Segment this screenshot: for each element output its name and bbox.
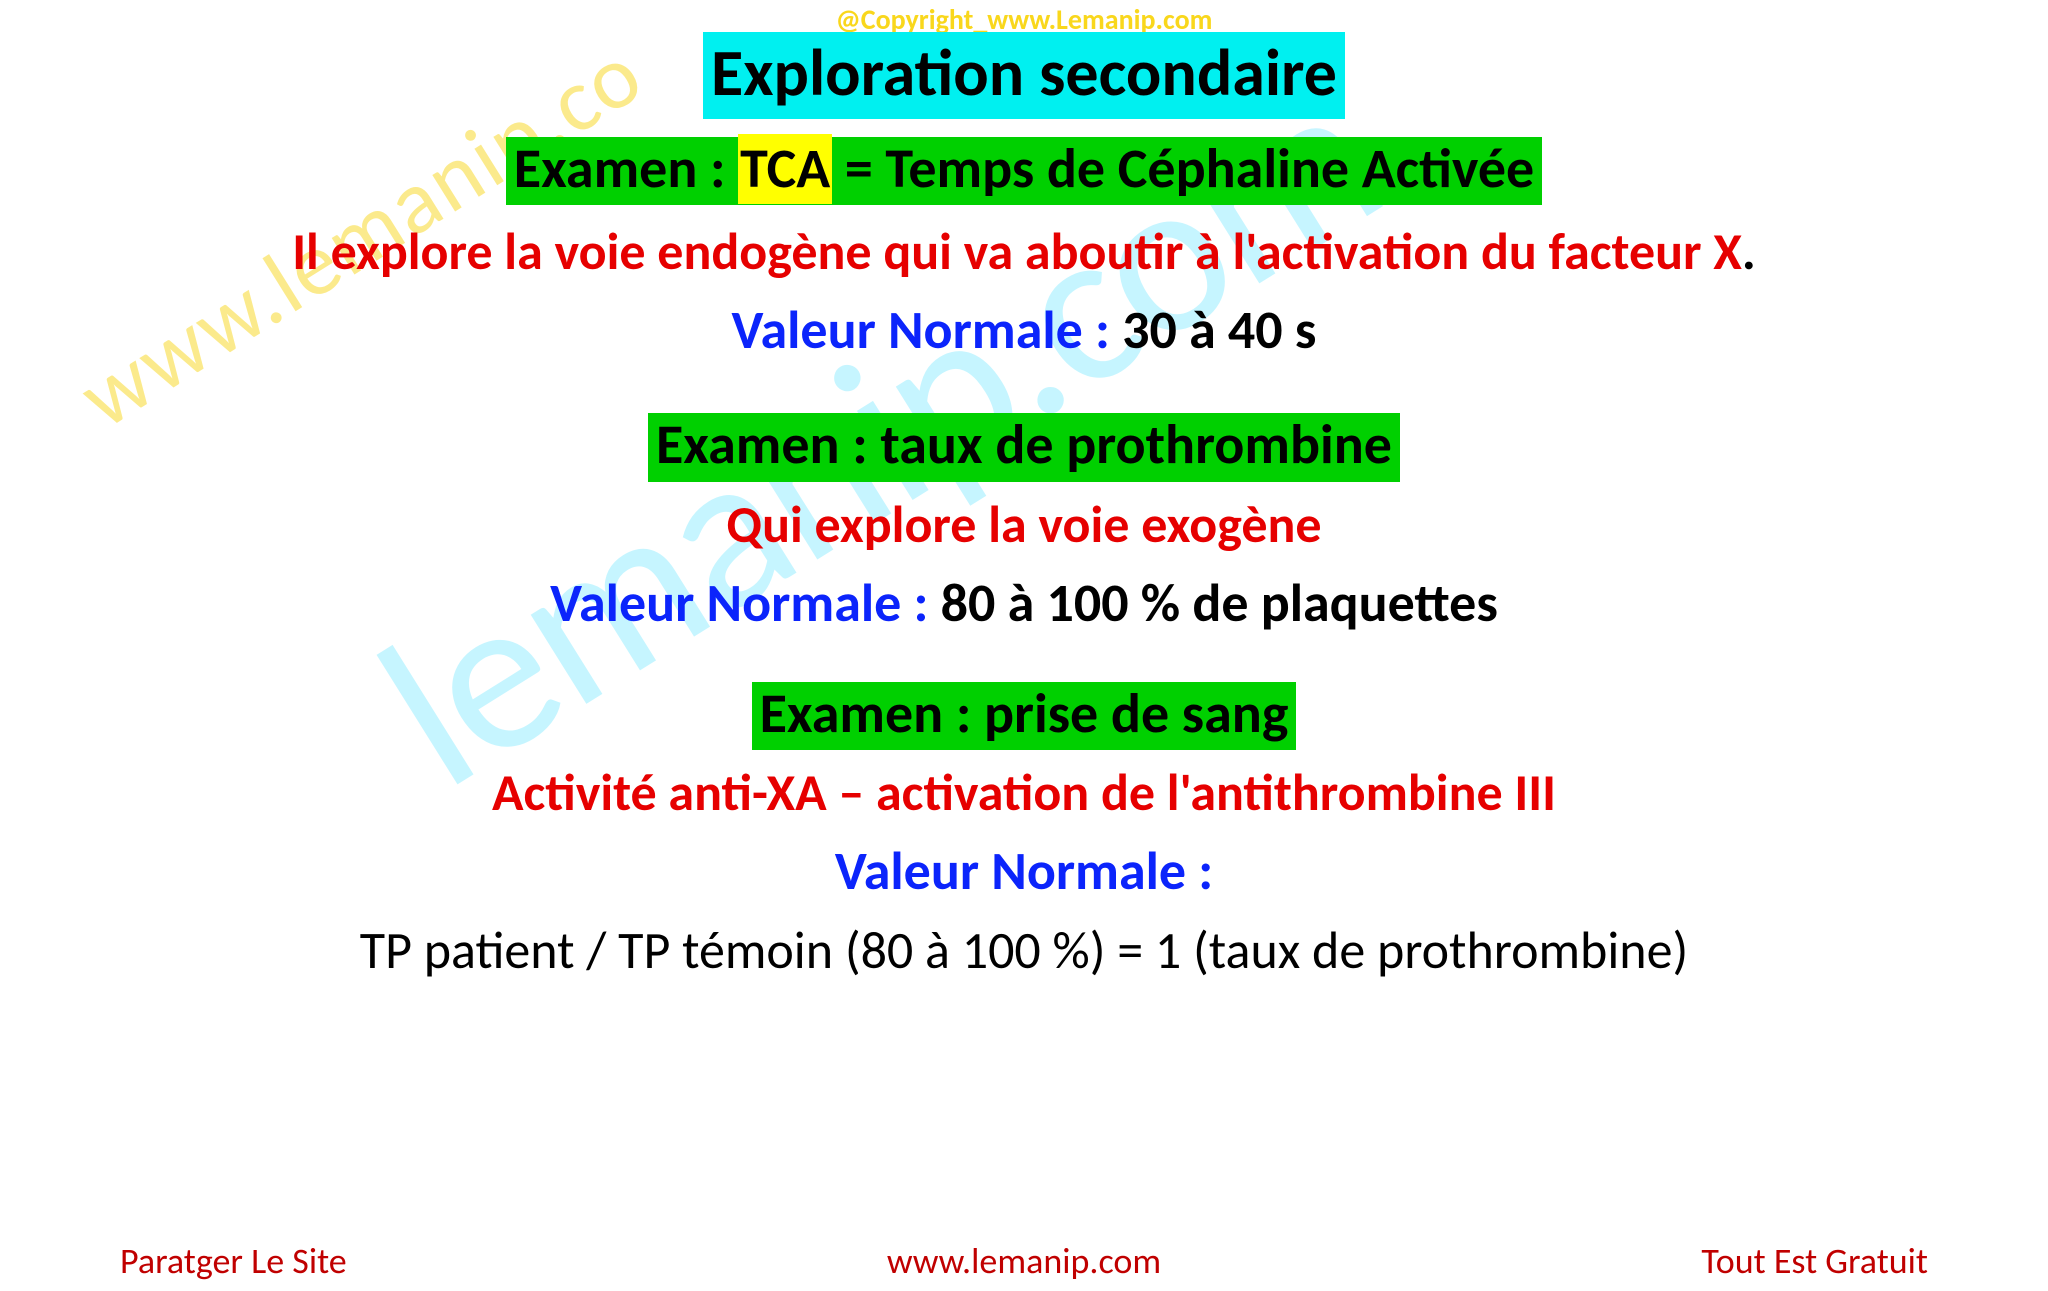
tp-ratio-line: TP patient / TP témoin (80 à 100 %) = 1 … xyxy=(0,918,2048,982)
slide-title: Exploration secondaire xyxy=(703,32,1345,119)
exam-3-heading: Examen : prise de sang xyxy=(752,682,1297,750)
exam-3-value-label: Valeur Normale : xyxy=(0,838,2048,904)
exam-2-value: Valeur Normale : 80 à 100 % de plaquette… xyxy=(0,570,2048,636)
exam-1-value: Valeur Normale : 30 à 40 s xyxy=(0,297,2048,363)
exam-1-desc-dot: . xyxy=(1742,219,1756,283)
exam-2-description: Qui explore la voie exogène xyxy=(0,492,2048,556)
value-text-2: 80 à 100 % de plaquettes xyxy=(941,570,1498,636)
value-label-1: Valeur Normale : xyxy=(732,297,1123,363)
exam-3-description: Activité anti-XA – activation de l'antit… xyxy=(0,760,2048,824)
exam-1-prefix: Examen : xyxy=(514,135,738,203)
exam-1-description: Il explore la voie endogène qui va about… xyxy=(0,219,2048,283)
exam-1-rest: = Temps de Céphaline Activée xyxy=(832,135,1534,203)
value-label-2: Valeur Normale : xyxy=(550,570,941,636)
value-label-3: Valeur Normale : xyxy=(835,838,1213,904)
footer-right: Tout Est Gratuit xyxy=(1701,1239,1928,1283)
exam-1-desc-text: Il explore la voie endogène qui va about… xyxy=(292,219,1742,283)
exam-1-heading: Examen : TCA = Temps de Céphaline Activé… xyxy=(506,137,1543,205)
exam-1-highlight-tca: TCA xyxy=(738,134,832,204)
footer: Paratger Le Site www.lemanip.com Tout Es… xyxy=(0,1239,2048,1283)
value-text-1: 30 à 40 s xyxy=(1122,297,1316,363)
footer-center: www.lemanip.com xyxy=(887,1239,1161,1283)
exam-2-heading: Examen : taux de prothrombine xyxy=(648,413,1400,481)
footer-left: Paratger Le Site xyxy=(120,1239,347,1283)
slide: www.lemanip.co lemanip.com @Copyright_ww… xyxy=(0,0,2048,1291)
